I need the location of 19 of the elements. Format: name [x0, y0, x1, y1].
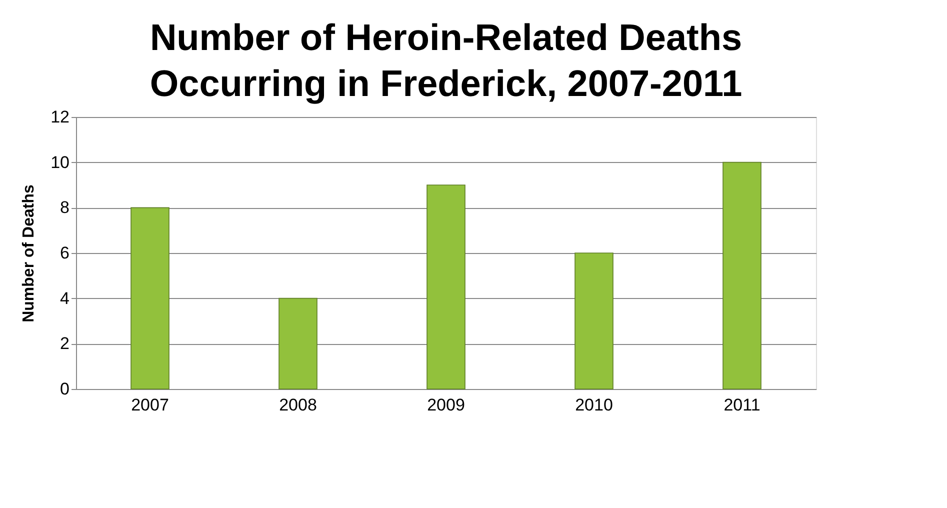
x-tick-label: 2011 — [724, 396, 760, 414]
x-tick-label: 2007 — [131, 396, 169, 414]
y-tick-label: 0 — [60, 380, 70, 398]
y-axis-title: Number of Deaths — [20, 184, 38, 322]
bar — [722, 162, 762, 390]
x-tick-label: 2010 — [575, 396, 613, 414]
x-tick-label: 2008 — [279, 396, 317, 414]
chart-title: Number of Heroin-Related Deaths Occurring in Frederick, 2007-2011 — [150, 17, 742, 104]
bar — [278, 298, 318, 390]
y-tick-label: 6 — [60, 244, 70, 262]
y-tick-label: 4 — [60, 288, 70, 308]
bar — [426, 184, 466, 390]
y-tick-label: 10 — [50, 152, 70, 172]
x-tick-label: 2009 — [427, 396, 465, 414]
bar — [130, 207, 170, 390]
y-tick-label: 12 — [50, 108, 70, 126]
y-tick-label: 8 — [60, 198, 70, 218]
y-tick-label: 2 — [60, 334, 70, 354]
bar — [574, 252, 614, 390]
